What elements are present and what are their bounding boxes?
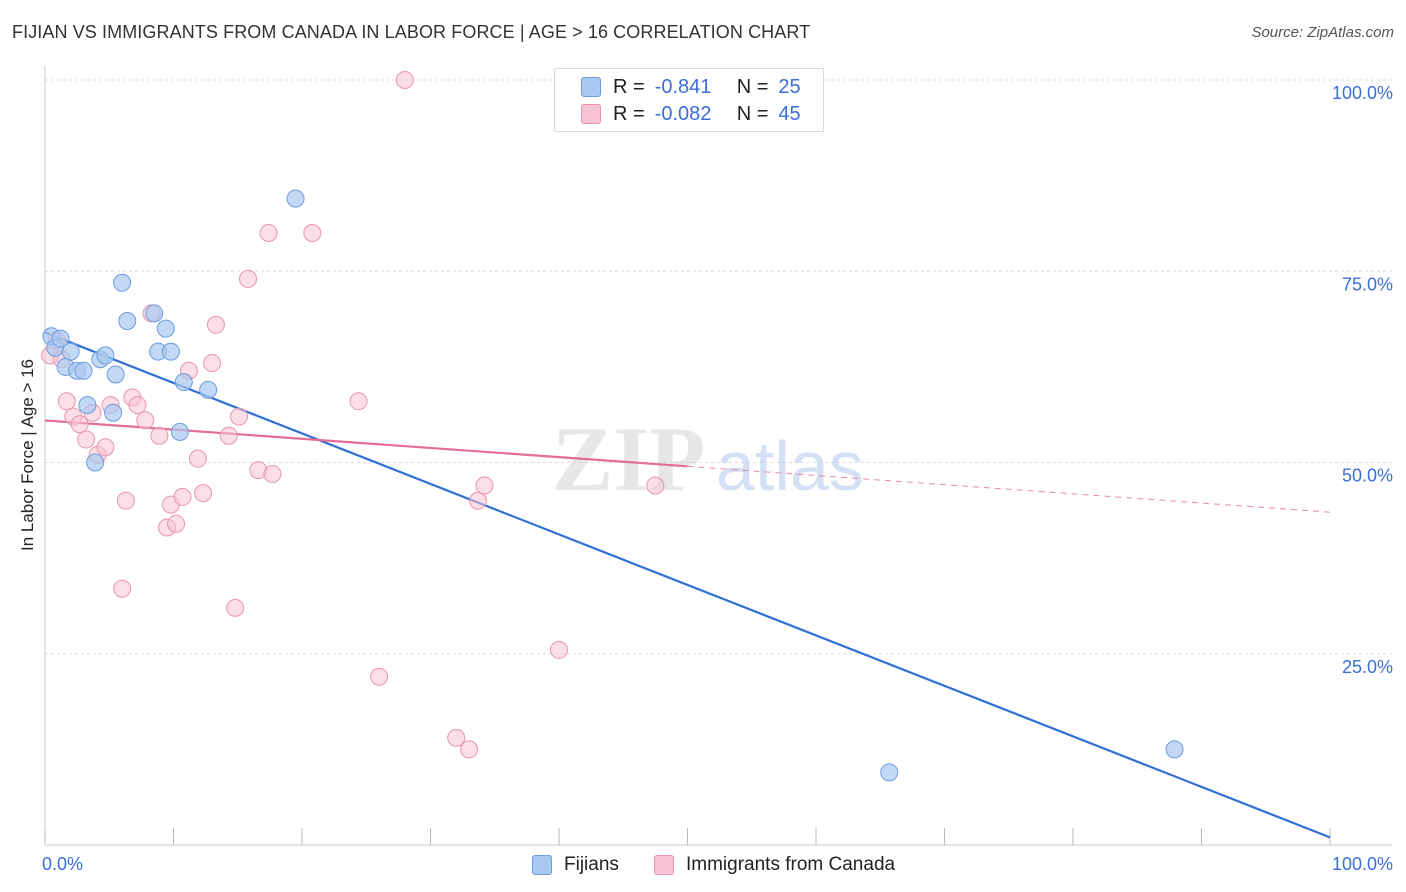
legend-r-value: -0.082 (654, 102, 712, 125)
canada-point (303, 224, 322, 242)
canada-point (460, 740, 479, 759)
canada-swatch (654, 855, 674, 875)
canada-point (136, 411, 155, 430)
chart-title: FIJIAN VS IMMIGRANTS FROM CANADA IN LABO… (12, 22, 811, 42)
fijian-point (78, 396, 97, 415)
canada-trend-line (44, 419, 688, 468)
source-label: Source: ZipAtlas.com (1251, 24, 1394, 41)
grid-layer (45, 79, 1392, 655)
canada-point (239, 269, 258, 288)
canada-point (370, 667, 389, 686)
bottom-legend-fijians: Fijians (532, 852, 619, 878)
legend-n-value: 25 (778, 75, 801, 98)
fijian-point (156, 319, 175, 338)
fijian-point (161, 342, 180, 361)
canada-point (96, 438, 115, 457)
canada-point (77, 430, 96, 449)
y-tick-label: 25.0% (1342, 657, 1393, 677)
axis-layer (44, 66, 1392, 846)
fijian-point (145, 304, 164, 323)
y-axis-label: In Labor Force | Age > 16 (18, 358, 37, 552)
legend-n-value: 45 (778, 102, 801, 125)
legend-r-value: -0.841 (654, 75, 712, 98)
fijian-point (174, 373, 193, 392)
canada-point (203, 354, 222, 373)
legend-n-label: N = (736, 102, 769, 125)
canada-point (194, 484, 213, 503)
canada-point (395, 71, 414, 89)
fijian-point (113, 273, 132, 292)
canada-point (447, 728, 466, 747)
fijian-point (61, 342, 80, 361)
canada-point (116, 491, 135, 510)
y-tick-label: 100.0% (1332, 83, 1393, 103)
canada-point (259, 224, 278, 242)
canada-point (167, 514, 186, 533)
fijian-point (106, 365, 125, 384)
y-tick-label: 50.0% (1342, 466, 1393, 486)
x-tick-label-left: 0.0% (42, 854, 83, 874)
bottom-legend-canada: Immigrants from Canada (654, 852, 895, 878)
points-layer (41, 71, 1184, 782)
canada-point (475, 476, 494, 495)
fijians-label: Fijians (564, 854, 619, 875)
fijian-point (96, 346, 115, 365)
legend-r-label: R = (613, 75, 645, 98)
legend-swatch-blue (581, 77, 601, 97)
canada-point (173, 487, 192, 506)
canada-point (226, 598, 245, 617)
canada-point (128, 396, 147, 415)
fijian-point (170, 422, 189, 441)
canada-point (219, 426, 238, 445)
x-tick-label-right: 100.0% (1332, 854, 1393, 874)
canada-label: Immigrants from Canada (686, 854, 896, 875)
fijians-swatch (532, 855, 552, 875)
legend-row-fijians: R = -0.841 N = 25 (581, 75, 801, 99)
fijian-point (74, 361, 93, 380)
fijians-trend-line (44, 331, 1331, 839)
canada-point (349, 392, 368, 411)
legend-row-canada: R = -0.082 N = 45 (581, 102, 801, 126)
canada-trend-extension (687, 465, 1331, 513)
canada-point (469, 491, 488, 510)
fijian-point (286, 189, 305, 208)
fijian-point (118, 311, 137, 330)
canada-point (263, 464, 282, 483)
canada-point (550, 640, 568, 659)
fijian-point (86, 453, 105, 472)
watermark: ZIP atlas (552, 408, 864, 510)
canada-point (230, 407, 249, 426)
fijian-point (51, 329, 70, 348)
fijian-point (199, 380, 218, 399)
legend-n-label: N = (736, 75, 769, 98)
canada-point (206, 315, 225, 334)
canada-point (70, 415, 89, 434)
legend-r-label: R = (613, 102, 645, 125)
legend-swatch-pink (581, 104, 601, 124)
fijian-point (1165, 740, 1184, 759)
y-tick-label: 75.0% (1342, 274, 1393, 294)
canada-point (646, 476, 665, 495)
watermark-atlas: atlas (716, 427, 864, 505)
canada-point (113, 579, 132, 598)
tick-label-layer: 25.0% 50.0% 75.0% 100.0% 0.0% 100.0% (42, 83, 1393, 874)
canada-point (188, 449, 207, 468)
trend-layer (44, 331, 1331, 839)
fijian-point (104, 403, 123, 422)
canada-point (150, 426, 169, 445)
canada-point (57, 392, 76, 411)
fijian-point (880, 763, 899, 782)
stats-legend: R = -0.841 N = 25 R = -0.082 N = 45 (554, 68, 824, 132)
